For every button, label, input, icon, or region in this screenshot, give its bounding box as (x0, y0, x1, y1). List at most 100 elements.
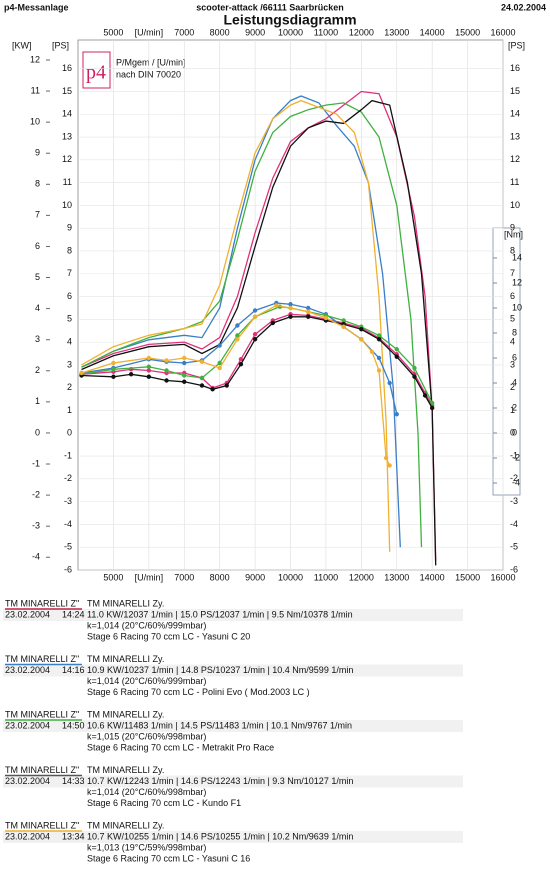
torque-point (79, 370, 84, 376)
y-tick-label-right: -5 (510, 542, 518, 552)
kw-tick-label: 1 (35, 396, 40, 406)
torque-point (274, 303, 279, 308)
y2-tick-label: 8 (512, 327, 517, 337)
y-tick-label-right: -4 (510, 519, 518, 529)
torque-point (306, 314, 311, 319)
torque-point (146, 368, 152, 373)
y-tick-label: 9 (67, 223, 72, 233)
torque-point (111, 360, 116, 366)
y-tick-label: 13 (62, 131, 72, 141)
chart-title: Leistungsdiagramm (223, 12, 356, 28)
run-date: 23.02.2004 (5, 776, 50, 786)
torque-point (323, 315, 329, 321)
torque-point (429, 405, 435, 411)
y-tick-label-right: -1 (510, 450, 518, 460)
run-date: 23.02.2004 (5, 609, 50, 619)
kw-tick-label: 4 (35, 303, 40, 313)
torque-point (182, 360, 187, 366)
kw-axis-label: [KW] (12, 40, 32, 50)
y-tick-label: 12 (62, 154, 72, 164)
y-tick-label: 1 (67, 405, 72, 415)
x-tick-label: [U/min] (135, 27, 164, 37)
y-tick-label-right: 5 (510, 314, 515, 324)
torque-point (394, 347, 399, 352)
power-line (81, 99, 437, 566)
y2-tick-label: 14 (512, 252, 522, 262)
x-tick-label-bottom: 11000 (314, 572, 338, 582)
y2-tick-label: 4 (512, 377, 517, 387)
y-tick-label: 5 (67, 314, 72, 324)
y-tick-label: 2 (67, 382, 72, 392)
kw-tick-label: 6 (35, 241, 40, 251)
header-center: scooter-attack /66111 Saarbrücken (196, 2, 344, 12)
torque-point (252, 308, 258, 313)
run-short: TM MINARELLI Z" (5, 709, 79, 719)
run-date: 23.02.2004 (5, 831, 50, 841)
x-tick-label-bottom: 13000 (384, 572, 409, 582)
y-tick-label-right: 8 (510, 245, 515, 255)
torque-point (288, 314, 293, 319)
torque-point (210, 387, 215, 392)
kw-tick-label: 11 (31, 85, 40, 95)
torque-point (199, 383, 205, 388)
y-tick-label: -1 (64, 450, 72, 460)
y-tick-label-right: 11 (510, 177, 519, 187)
kw-tick-label: 7 (35, 210, 40, 220)
run-short: TM MINARELLI Z" (5, 598, 79, 608)
y-tick-label: 3 (67, 359, 72, 369)
torque-point (341, 324, 346, 329)
logo-line2: nach DIN 70020 (116, 69, 181, 79)
logo-box (82, 51, 111, 89)
run-specs: 10.7 KW/10255 1/min | 14.6 PS/10255 1/mi… (87, 831, 353, 841)
x-tick-label: 16000 (490, 27, 515, 37)
run-specs: 10.7 KW/12243 1/min | 14.6 PS/12243 1/mi… (87, 776, 353, 786)
run-time: 14:33 (62, 776, 85, 786)
x-tick-label: 7000 (174, 27, 194, 37)
kw-tick-label: -4 (32, 552, 40, 562)
run-short: TM MINARELLI Z" (5, 820, 79, 830)
run-name: TM MINARELLI Zy. (87, 765, 164, 775)
legend: TM MINARELLI Z" TM MINARELLI Zy. 23.02.200… (3, 598, 463, 863)
y-tick-label-right: 16 (510, 63, 520, 73)
y-tick-label: -2 (64, 473, 72, 483)
legend-band (3, 609, 463, 621)
run-specs: 11.0 KW/12037 1/min | 15.0 PS/12037 1/mi… (87, 609, 353, 619)
run-specs: 10.9 KW/10237 1/min | 14.8 PS/10237 1/mi… (87, 665, 353, 675)
y-tick-label-right: 4 (510, 336, 515, 346)
y-tick-label-right: 3 (510, 359, 515, 369)
torque-line (81, 306, 433, 404)
torque-point (376, 337, 382, 342)
torque-point (429, 400, 435, 406)
y2-axis-label: [Nm] (504, 229, 523, 239)
torque-point (238, 362, 244, 367)
kw-tick-label: 9 (35, 148, 40, 158)
kw-tick-label: 10 (30, 117, 40, 127)
torque-point (412, 365, 417, 371)
torque-point (182, 355, 187, 361)
legend-band (3, 775, 463, 788)
torque-point (217, 343, 222, 348)
x-tick-label-bottom: 8000 (210, 572, 230, 582)
torque-point (288, 305, 293, 311)
torque-point (164, 378, 169, 383)
torque-point (252, 337, 258, 342)
legend-band (3, 720, 463, 732)
x-tick-label: 13000 (384, 27, 409, 37)
y-axis-label-right: [PS] (508, 40, 525, 50)
torque-point (252, 314, 258, 319)
run-name: TM MINARELLI Zy. (87, 709, 164, 719)
torque-point (146, 355, 152, 361)
run-short: TM MINARELLI Z" (5, 765, 79, 775)
torque-point (238, 357, 244, 362)
run-k: k=1,014 (20°C/60%/998mbar) (87, 787, 206, 797)
torque-point (394, 354, 399, 359)
run-setup: Stage 6 Racing 70 ccm LC - Kundo F1 (87, 798, 241, 808)
run-setup: Stage 6 Racing 70 ccm LC - Yasuni C 20 (87, 631, 250, 641)
x-tick-label: 12000 (349, 27, 374, 37)
y-tick-label-right: -3 (510, 496, 518, 506)
run-specs: 10.6 KW/11483 1/min | 14.5 PS/11483 1/mi… (87, 720, 352, 730)
run-k: k=1,015 (20°C/60%/998mbar) (87, 731, 206, 741)
torque-point (383, 455, 389, 461)
torque-point (306, 305, 311, 311)
y-tick-label-right: 7 (510, 268, 515, 278)
